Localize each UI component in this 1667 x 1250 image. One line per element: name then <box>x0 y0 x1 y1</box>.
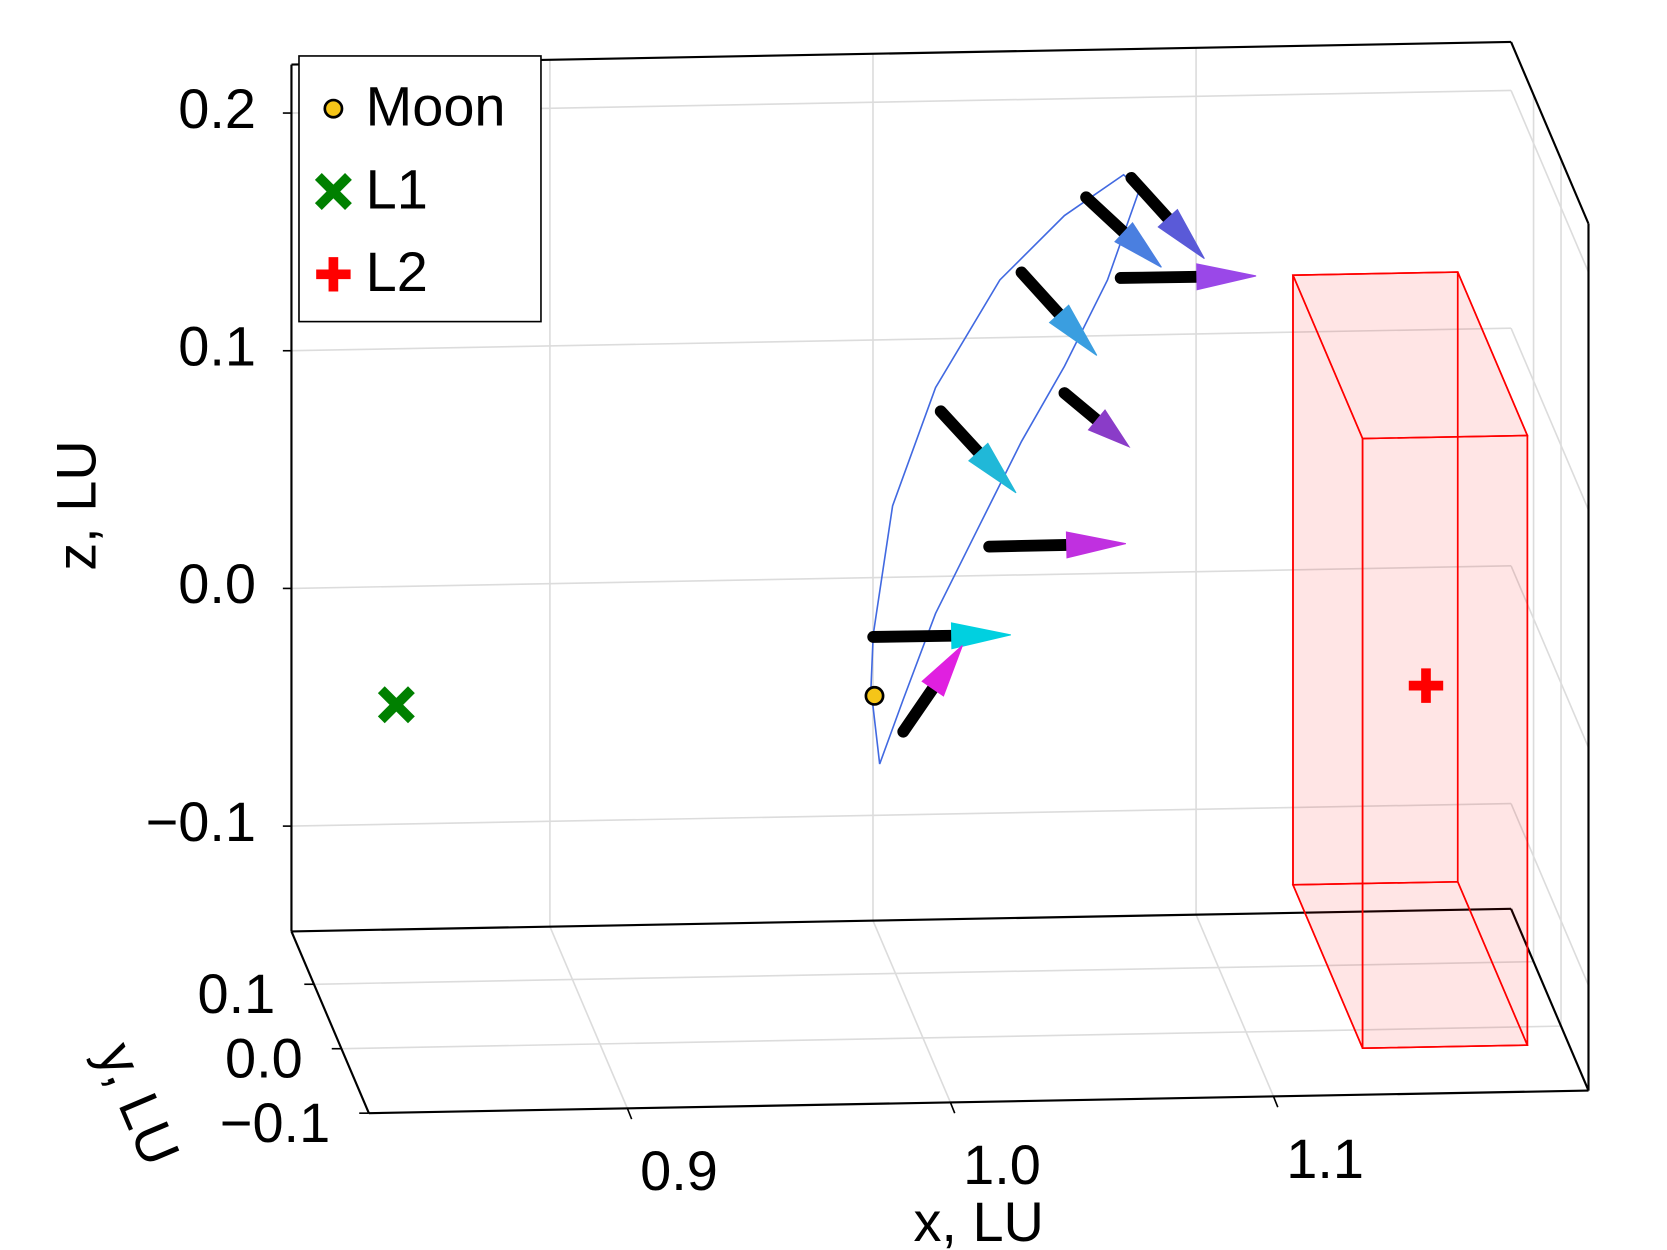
z-tick-label: −0.1 <box>146 790 256 853</box>
z-tick-label: 0.0 <box>178 552 256 615</box>
grid-line <box>291 327 1512 352</box>
z-tick-label: 0.1 <box>178 315 256 378</box>
y-tick-label: 0.0 <box>225 1026 303 1089</box>
keep-out-box-face <box>1291 880 1529 1050</box>
x-tick <box>1272 1096 1279 1108</box>
arrow-shaft <box>1125 172 1174 225</box>
axis-edge <box>291 907 1512 933</box>
arrow-head <box>921 645 963 697</box>
y-tick-label: 0.1 <box>198 962 276 1025</box>
grid-line <box>549 926 629 1109</box>
marker-plus <box>316 257 351 292</box>
arrow-shaft <box>934 405 985 459</box>
marker-moon <box>864 685 885 706</box>
arrow-head <box>1157 208 1205 260</box>
axis-edge <box>1510 908 1590 1091</box>
x-tick <box>949 1102 956 1114</box>
legend-label: Moon <box>366 75 506 138</box>
arrow-head <box>1196 263 1257 291</box>
marker-x <box>314 172 352 210</box>
grid <box>291 47 1590 1114</box>
arrow-head <box>968 442 1017 494</box>
axis-edge <box>368 1089 1589 1115</box>
x-tick-label: 1.0 <box>963 1133 1041 1196</box>
arrow-head <box>950 622 1011 650</box>
keep-out-box-face <box>1291 271 1529 440</box>
legend: Moon L1 L2 <box>298 55 542 323</box>
axis-edge <box>1510 41 1590 225</box>
grid-line <box>1510 90 1590 273</box>
marker-plus <box>1408 668 1444 703</box>
orbit <box>870 173 1141 765</box>
x-tick-label: 1.1 <box>1286 1127 1364 1190</box>
grid-line <box>291 565 1512 590</box>
y-tick-label: −0.1 <box>220 1091 330 1154</box>
arrow-shaft <box>1058 387 1103 426</box>
arrow-head <box>1114 221 1162 268</box>
x-tick <box>626 1108 633 1120</box>
marker-x <box>377 686 415 724</box>
grid-line <box>341 1025 1562 1050</box>
axis-labels: z, LU x, LU y, LU −0.10.00.10.20.9 1.0 1.1… <box>44 77 1364 1250</box>
arrow-head <box>1087 409 1131 448</box>
arrow-shaft <box>1114 270 1203 284</box>
axis-edge <box>290 930 370 1114</box>
grid-line <box>872 920 952 1103</box>
grid-line <box>1510 327 1590 511</box>
arrow-shaft <box>983 538 1073 553</box>
arrow-shaft <box>1080 191 1130 239</box>
y-axis-title: y, LU <box>85 1033 192 1174</box>
arrow-shaft <box>1015 266 1066 320</box>
x-axis-title: x, LU <box>913 1190 1043 1250</box>
legend-label: L1 <box>366 157 428 220</box>
x-tick-label: 0.9 <box>640 1139 718 1202</box>
z-tick-label: 0.2 <box>178 77 256 140</box>
grid-line <box>1510 803 1590 986</box>
arrow-head <box>1065 531 1126 559</box>
arrow-shaft <box>897 682 939 738</box>
grid-line <box>313 960 1534 986</box>
legend-label: L2 <box>366 240 428 303</box>
grid-line <box>1510 565 1590 748</box>
arrow-head <box>1048 304 1098 356</box>
arrow-shaft <box>867 629 958 643</box>
z-axis-title: z, LU <box>44 440 107 570</box>
grid-line <box>291 802 1512 827</box>
marker-moon <box>323 98 344 119</box>
plot-content <box>377 172 1529 1050</box>
grid-line <box>1195 914 1275 1097</box>
